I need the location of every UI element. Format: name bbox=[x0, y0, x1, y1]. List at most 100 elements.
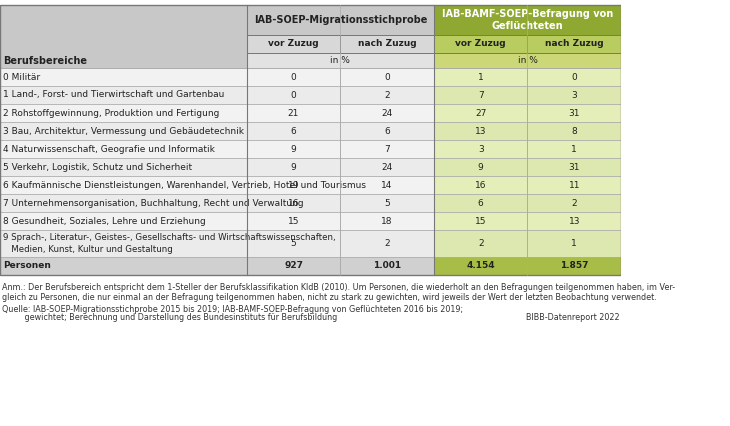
Bar bbox=[247, 53, 434, 68]
Text: 13: 13 bbox=[475, 127, 486, 135]
Bar bbox=[340, 158, 434, 176]
Bar bbox=[247, 104, 340, 122]
Text: in %: in % bbox=[331, 56, 350, 65]
Bar bbox=[247, 35, 340, 53]
Text: 927: 927 bbox=[284, 262, 303, 271]
Bar bbox=[434, 230, 528, 257]
Bar bbox=[434, 68, 528, 86]
Text: 2: 2 bbox=[478, 239, 483, 248]
Text: 16: 16 bbox=[475, 181, 486, 190]
Bar bbox=[247, 230, 340, 257]
Bar bbox=[528, 257, 621, 275]
Text: 3: 3 bbox=[478, 144, 483, 153]
Bar bbox=[528, 140, 621, 158]
Bar bbox=[247, 140, 340, 158]
Text: 6: 6 bbox=[384, 127, 390, 135]
Bar bbox=[247, 5, 434, 35]
Text: 31: 31 bbox=[569, 109, 580, 118]
Text: 19: 19 bbox=[288, 181, 299, 190]
Text: IAB-SOEP-Migrationsstichprobe: IAB-SOEP-Migrationsstichprobe bbox=[253, 15, 427, 25]
Bar bbox=[0, 122, 247, 140]
Bar bbox=[247, 158, 340, 176]
Text: 31: 31 bbox=[569, 162, 580, 172]
Bar bbox=[0, 68, 247, 86]
Text: gewichtet; Berechnung und Darstellung des Bundesinstituts für Berufsbildung: gewichtet; Berechnung und Darstellung de… bbox=[1, 314, 337, 322]
Text: BIBB-Datenreport 2022: BIBB-Datenreport 2022 bbox=[526, 314, 619, 322]
Bar bbox=[0, 257, 247, 275]
Bar bbox=[434, 104, 528, 122]
Text: 1: 1 bbox=[572, 144, 577, 153]
Bar bbox=[434, 86, 528, 104]
Text: 4 Naturwissenschaft, Geografie und Informatik: 4 Naturwissenschaft, Geografie und Infor… bbox=[4, 144, 215, 153]
Bar bbox=[340, 35, 434, 53]
Bar bbox=[247, 257, 340, 275]
Bar bbox=[528, 194, 621, 212]
Text: 1: 1 bbox=[572, 239, 577, 248]
Bar bbox=[434, 122, 528, 140]
Text: 5: 5 bbox=[291, 239, 296, 248]
Text: gleich zu Personen, die nur einmal an der Befragung teilgenommen haben, nicht zu: gleich zu Personen, die nur einmal an de… bbox=[1, 293, 656, 302]
Text: 6: 6 bbox=[478, 199, 483, 207]
Text: 9: 9 bbox=[291, 144, 296, 153]
Text: 7: 7 bbox=[478, 90, 483, 100]
Text: 21: 21 bbox=[288, 109, 299, 118]
Bar bbox=[247, 212, 340, 230]
Text: 27: 27 bbox=[475, 109, 486, 118]
Text: 11: 11 bbox=[569, 181, 580, 190]
Text: 24: 24 bbox=[382, 162, 393, 172]
Text: 8 Gesundheit, Soziales, Lehre und Erziehung: 8 Gesundheit, Soziales, Lehre und Erzieh… bbox=[4, 216, 206, 225]
Text: 0: 0 bbox=[384, 72, 390, 81]
Bar bbox=[0, 86, 247, 104]
Text: 5 Verkehr, Logistik, Schutz und Sicherheit: 5 Verkehr, Logistik, Schutz und Sicherhe… bbox=[4, 162, 193, 172]
Bar bbox=[340, 140, 434, 158]
Bar bbox=[0, 104, 247, 122]
Bar bbox=[340, 86, 434, 104]
Text: Personen: Personen bbox=[4, 262, 51, 271]
Bar bbox=[528, 35, 621, 53]
Bar bbox=[0, 194, 247, 212]
Text: 9: 9 bbox=[478, 162, 483, 172]
Text: 2: 2 bbox=[384, 90, 390, 100]
Text: in %: in % bbox=[518, 56, 537, 65]
Text: 0: 0 bbox=[291, 72, 296, 81]
Bar bbox=[340, 212, 434, 230]
Bar bbox=[528, 158, 621, 176]
Bar bbox=[340, 230, 434, 257]
Text: vor Zuzug: vor Zuzug bbox=[456, 40, 506, 49]
Bar bbox=[247, 176, 340, 194]
Bar bbox=[528, 176, 621, 194]
Bar bbox=[0, 5, 247, 68]
Text: 13: 13 bbox=[569, 216, 580, 225]
Bar bbox=[0, 140, 247, 158]
Bar bbox=[434, 176, 528, 194]
Bar bbox=[0, 212, 247, 230]
Text: 3 Bau, Architektur, Vermessung und Gebäudetechnik: 3 Bau, Architektur, Vermessung und Gebäu… bbox=[4, 127, 245, 135]
Bar bbox=[340, 194, 434, 212]
Bar bbox=[434, 257, 528, 275]
Bar bbox=[0, 176, 247, 194]
Bar bbox=[0, 158, 247, 176]
Text: 9 Sprach-, Literatur-, Geistes-, Gesellschafts- und Wirtschaftswissenschaften,
 : 9 Sprach-, Literatur-, Geistes-, Gesells… bbox=[4, 233, 336, 253]
Text: 18: 18 bbox=[381, 216, 393, 225]
Text: 6: 6 bbox=[291, 127, 296, 135]
Bar bbox=[434, 140, 528, 158]
Text: 1 Land-, Forst- und Tierwirtschaft und Gartenbau: 1 Land-, Forst- und Tierwirtschaft und G… bbox=[4, 90, 225, 100]
Bar bbox=[247, 194, 340, 212]
Text: vor Zuzug: vor Zuzug bbox=[268, 40, 319, 49]
Bar bbox=[528, 104, 621, 122]
Bar bbox=[434, 53, 621, 68]
Bar bbox=[528, 122, 621, 140]
Text: 24: 24 bbox=[382, 109, 393, 118]
Bar bbox=[340, 176, 434, 194]
Bar bbox=[0, 5, 621, 275]
Text: nach Zuzug: nach Zuzug bbox=[545, 40, 604, 49]
Bar bbox=[434, 158, 528, 176]
Bar bbox=[528, 212, 621, 230]
Text: 2: 2 bbox=[384, 239, 390, 248]
Text: 15: 15 bbox=[475, 216, 486, 225]
Bar bbox=[340, 68, 434, 86]
Text: 1: 1 bbox=[478, 72, 483, 81]
Bar bbox=[434, 212, 528, 230]
Bar bbox=[434, 35, 528, 53]
Bar bbox=[340, 257, 434, 275]
